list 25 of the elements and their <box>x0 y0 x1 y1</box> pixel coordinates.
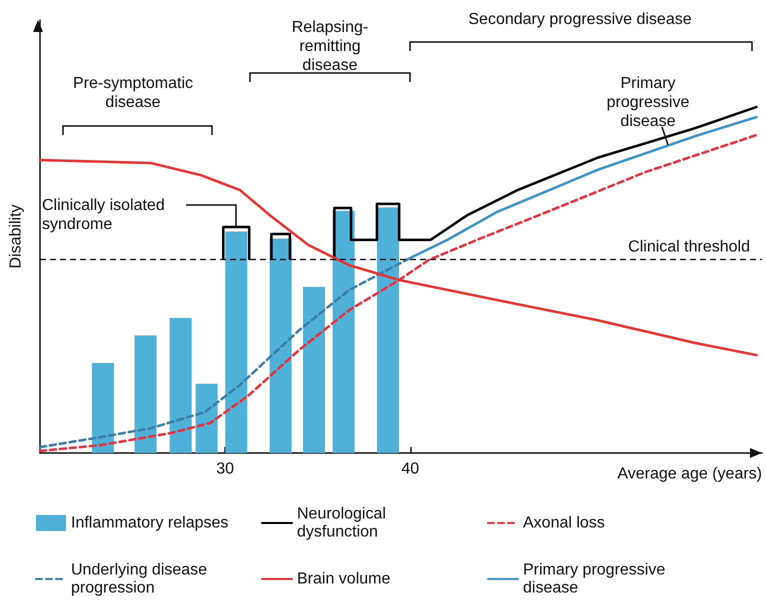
x-tick-label: 30 <box>216 460 234 478</box>
text: Relapsing-remitting disease <box>290 18 370 75</box>
x-tick-label: 40 <box>401 460 420 478</box>
x-axis-title: Average age (years) <box>617 466 762 482</box>
bar <box>134 335 157 453</box>
ref-line-label: Clinical threshold <box>628 238 750 256</box>
legend-label: Neurological dysfunction <box>297 506 390 540</box>
bar <box>170 318 192 453</box>
legend-label: Primary progressive disease <box>523 562 670 596</box>
bar <box>196 384 218 453</box>
bar <box>92 363 114 453</box>
legend-label: Axonal loss <box>523 514 605 532</box>
bar <box>270 238 292 453</box>
annotation: Clinically isolated syndrome <box>42 196 166 234</box>
bar <box>225 232 248 453</box>
annotation: Primary progressive disease <box>606 74 690 131</box>
bar <box>332 210 355 453</box>
bar <box>302 286 325 453</box>
bar <box>377 207 400 453</box>
legend-label: Brain volume <box>297 570 390 588</box>
y-axis-title: Disability <box>8 204 24 269</box>
legend-label: Inflammatory relapses <box>71 514 228 532</box>
text: Secondary progressive disease <box>467 10 693 29</box>
annotation: Pre-symptomatic disease <box>72 74 194 112</box>
legend-label: Underlying disease progression <box>71 562 212 596</box>
